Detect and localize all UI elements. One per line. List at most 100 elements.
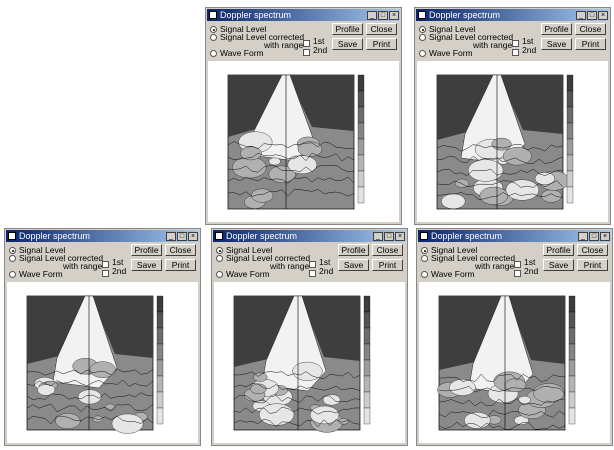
contour-patch	[259, 404, 294, 426]
option-note: with range	[63, 261, 102, 271]
button[interactable]: Profile	[332, 23, 363, 35]
colorbar-cell	[358, 155, 364, 171]
screen: (() => { const data = JSON.parse(documen…	[0, 0, 614, 450]
colorbar-cell	[364, 296, 370, 312]
colorbar-cell	[569, 376, 575, 392]
contour-plot	[417, 61, 608, 222]
window-control[interactable]: □	[589, 232, 599, 241]
contour-patch	[55, 413, 80, 429]
plot-area	[419, 282, 610, 443]
contour-patch	[518, 396, 530, 404]
window-title: Doppler spectrum	[220, 10, 291, 20]
button[interactable]: Print	[577, 259, 608, 271]
radio-button[interactable]	[419, 50, 426, 57]
contour-patch	[449, 379, 475, 395]
contour-patch	[105, 404, 115, 410]
colorbar-cell	[358, 187, 364, 203]
colorbar-cell	[567, 123, 573, 139]
colorbar-cell	[358, 75, 364, 91]
button[interactable]: Close	[366, 23, 397, 35]
checkbox[interactable]	[514, 261, 521, 268]
checkbox[interactable]	[303, 40, 310, 47]
radio-button[interactable]	[210, 26, 217, 33]
window-control[interactable]: _	[576, 11, 586, 20]
colorbar-cell	[358, 107, 364, 123]
colorbar-cell	[569, 344, 575, 360]
contour-patch	[541, 190, 561, 203]
radio-button[interactable]	[421, 247, 428, 254]
window-control[interactable]: _	[367, 11, 377, 20]
colorbar-cell	[157, 408, 163, 424]
contour-plot	[208, 61, 399, 222]
radio-button[interactable]	[210, 34, 217, 41]
checkbox[interactable]	[303, 49, 310, 56]
button[interactable]: Save	[332, 38, 363, 50]
colorbar-cell	[157, 392, 163, 408]
checkbox[interactable]	[102, 270, 109, 277]
button[interactable]: Close	[372, 244, 403, 256]
option-label: Wave Form	[429, 48, 473, 58]
checkbox[interactable]	[512, 49, 519, 56]
window-control[interactable]: ×	[188, 232, 198, 241]
window-icon	[420, 232, 428, 240]
button[interactable]: Profile	[543, 244, 574, 256]
button[interactable]: Save	[131, 259, 162, 271]
button[interactable]: Save	[338, 259, 369, 271]
window-control[interactable]: □	[587, 11, 597, 20]
window-control[interactable]: _	[578, 232, 588, 241]
title-bar: Doppler spectrum_□×	[418, 230, 611, 242]
button[interactable]: Close	[577, 244, 608, 256]
window-title: Doppler spectrum	[429, 10, 500, 20]
colorbar-cell	[567, 187, 573, 203]
radio-button[interactable]	[419, 34, 426, 41]
radio-button[interactable]	[216, 271, 223, 278]
window-control[interactable]: □	[384, 232, 394, 241]
window-control[interactable]: _	[373, 232, 383, 241]
title-bar: Doppler spectrum _□×	[213, 230, 406, 242]
button[interactable]: Print	[165, 259, 196, 271]
button[interactable]: Profile	[338, 244, 369, 256]
checkbox-label: 2nd	[313, 45, 327, 55]
window-control[interactable]: □	[378, 11, 388, 20]
colorbar-cell	[358, 171, 364, 187]
radio-button[interactable]	[216, 247, 223, 254]
button[interactable]: Profile	[541, 23, 572, 35]
colorbar-cell	[364, 392, 370, 408]
button[interactable]: Close	[165, 244, 196, 256]
button[interactable]: Profile	[131, 244, 162, 256]
checkbox[interactable]	[514, 270, 521, 277]
checkbox-label: 2nd	[524, 266, 538, 276]
radio-button[interactable]	[419, 26, 426, 33]
window-icon	[209, 11, 217, 19]
colorbar-cell	[567, 91, 573, 107]
radio-button[interactable]	[9, 271, 16, 278]
checkbox[interactable]	[309, 261, 316, 268]
option-label: Wave Form	[19, 269, 63, 279]
colorbar-cell	[358, 123, 364, 139]
button[interactable]: Print	[575, 38, 606, 50]
checkbox[interactable]	[512, 40, 519, 47]
window-title: Doppler spectrum	[226, 231, 297, 241]
window-control[interactable]: _	[166, 232, 176, 241]
window-control[interactable]: ×	[395, 232, 405, 241]
checkbox[interactable]	[102, 261, 109, 268]
radio-button[interactable]	[421, 255, 428, 262]
window-control[interactable]: ×	[598, 11, 608, 20]
button[interactable]: Save	[543, 259, 574, 271]
button[interactable]: Close	[575, 23, 606, 35]
button[interactable]: Print	[372, 259, 403, 271]
window-control[interactable]: ×	[389, 11, 399, 20]
button[interactable]: Save	[541, 38, 572, 50]
radio-button[interactable]	[210, 50, 217, 57]
radio-button[interactable]	[9, 255, 16, 262]
window-control[interactable]: ×	[600, 232, 610, 241]
window-control[interactable]: □	[177, 232, 187, 241]
contour-patch	[78, 390, 101, 404]
contour-plot	[214, 282, 405, 443]
radio-button[interactable]	[216, 255, 223, 262]
radio-button[interactable]	[9, 247, 16, 254]
checkbox[interactable]	[309, 270, 316, 277]
radio-button[interactable]	[421, 271, 428, 278]
button[interactable]: Print	[366, 38, 397, 50]
